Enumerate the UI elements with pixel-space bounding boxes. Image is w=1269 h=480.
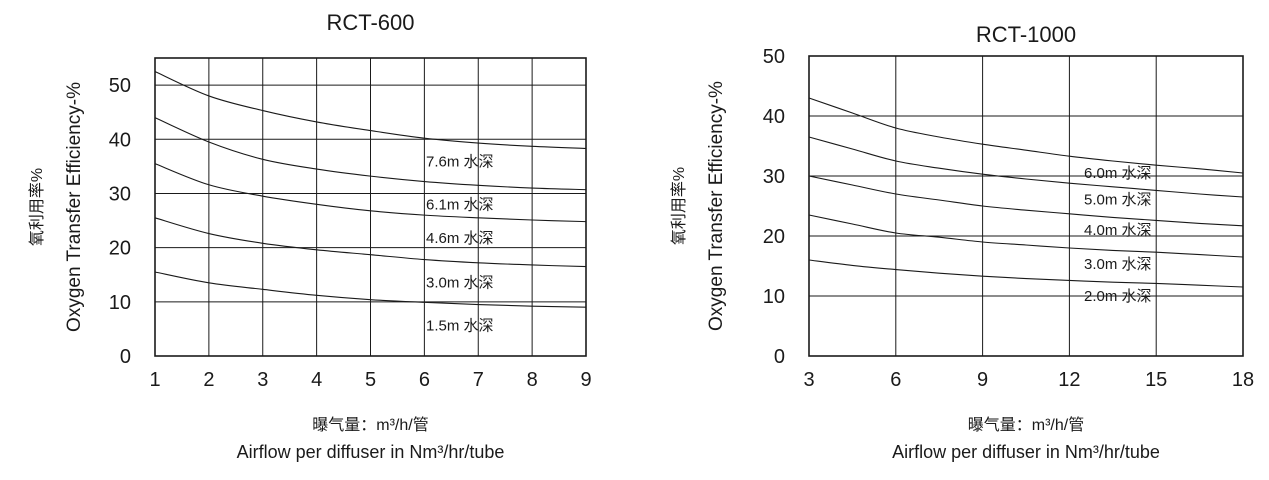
series-line-1	[808, 97, 1244, 174]
series-label: 5.0m 水深	[1084, 191, 1152, 208]
series-line-2	[154, 117, 587, 191]
series-line-5	[154, 271, 587, 308]
series-label: 4.0m 水深	[1084, 222, 1152, 239]
x-tick-label: 1	[149, 369, 160, 391]
series-line-1	[154, 71, 587, 150]
y-tick-label: 30	[763, 166, 785, 188]
x-tick-label: 6	[419, 369, 430, 391]
series-line-4	[808, 214, 1244, 258]
series-line-3	[808, 175, 1244, 227]
x-tick-label: 6	[890, 369, 901, 391]
series-line-4	[154, 217, 587, 268]
series-line-3	[154, 163, 587, 223]
x-tick-label: 2	[203, 369, 214, 391]
series-label: 1.5m 水深	[426, 317, 494, 334]
x-tick-label: 3	[803, 369, 814, 391]
series-line-5	[808, 259, 1244, 288]
series-label: 7.6m 水深	[426, 153, 494, 170]
y-axis-label-zh: 氧利用率%	[28, 168, 46, 246]
series-label: 3.0m 水深	[1084, 256, 1152, 273]
y-tick-label: 0	[774, 346, 785, 368]
y-tick-label: 50	[763, 46, 785, 68]
y-tick-label: 40	[109, 129, 131, 151]
y-tick-label: 50	[109, 75, 131, 97]
x-axis-label-en: Airflow per diffuser in Nm³/hr/tube	[237, 442, 505, 462]
x-tick-label: 18	[1232, 369, 1254, 391]
x-tick-label: 9	[580, 369, 591, 391]
y-tick-label: 10	[109, 292, 131, 314]
plot-frame	[154, 57, 587, 357]
x-axis-label-en: Airflow per diffuser in Nm³/hr/tube	[892, 442, 1160, 462]
y-axis-label-zh: 氧利用率%	[670, 167, 688, 245]
x-tick-label: 8	[527, 369, 538, 391]
x-axis-label-zh: 曝气量：m³/h/管	[968, 416, 1084, 434]
series-label: 2.0m 水深	[1084, 288, 1152, 305]
x-tick-label: 7	[473, 369, 484, 391]
x-tick-label: 3	[257, 369, 268, 391]
series-label: 4.6m 水深	[426, 230, 494, 247]
chart-title: RCT-600	[326, 10, 414, 35]
y-tick-label: 20	[763, 226, 785, 248]
y-tick-label: 10	[763, 286, 785, 308]
chart-title: RCT-1000	[976, 22, 1076, 47]
x-axis-label-zh: 曝气量：m³/h/管	[312, 416, 428, 434]
y-tick-label: 40	[763, 106, 785, 128]
x-tick-label: 9	[977, 369, 988, 391]
y-axis-label-en: Oxygen Transfer Efficiency-%	[706, 81, 727, 331]
series-label: 3.0m 水深	[426, 275, 494, 292]
y-axis-label-en: Oxygen Transfer Efficiency-%	[64, 82, 85, 332]
series-label: 6.1m 水深	[426, 197, 494, 214]
x-tick-label: 5	[365, 369, 376, 391]
series-label: 6.0m 水深	[1084, 165, 1152, 182]
x-tick-label: 12	[1058, 369, 1080, 391]
x-tick-label: 15	[1145, 369, 1167, 391]
y-tick-label: 20	[109, 238, 131, 260]
y-tick-label: 0	[120, 346, 131, 368]
plot-frame	[808, 55, 1244, 357]
x-tick-label: 4	[311, 369, 322, 391]
series-line-2	[808, 136, 1244, 198]
y-tick-label: 30	[109, 183, 131, 205]
